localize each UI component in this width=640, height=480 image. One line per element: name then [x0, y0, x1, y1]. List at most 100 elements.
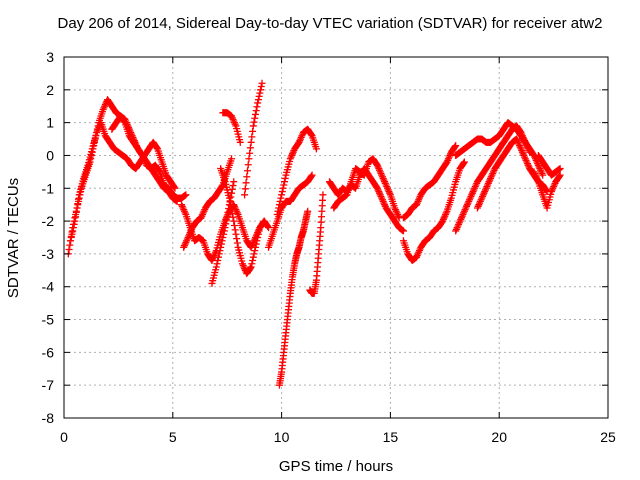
data-point-plus	[227, 202, 235, 210]
data-point-plus	[481, 186, 489, 194]
data-point-plus	[374, 186, 382, 194]
data-point-plus	[376, 189, 384, 197]
data-point-plus	[230, 221, 238, 229]
data-point-plus	[376, 166, 384, 174]
data-point-plus	[439, 217, 447, 225]
data-point-plus	[127, 130, 135, 138]
data-series	[180, 155, 236, 251]
data-point-plus	[536, 165, 544, 173]
data-point-plus	[131, 138, 139, 146]
data-point-plus	[383, 183, 391, 191]
data-point-plus	[128, 132, 136, 140]
data-point-plus	[125, 125, 133, 133]
data-point-plus	[480, 189, 488, 197]
data-point-plus	[280, 181, 288, 189]
data-point-plus	[394, 212, 402, 220]
data-point-plus	[307, 131, 315, 139]
data-point-plus	[127, 128, 135, 136]
data-point-plus	[245, 155, 253, 163]
data-point-plus	[122, 117, 130, 125]
data-point-plus	[253, 237, 261, 245]
data-point-plus	[187, 227, 195, 235]
data-point-plus	[482, 184, 490, 192]
x-tick-label: 0	[60, 429, 68, 445]
data-point-plus	[517, 145, 525, 153]
data-point-plus	[246, 144, 254, 152]
data-point-plus	[228, 114, 236, 122]
data-point-plus	[375, 165, 383, 173]
data-point-plus	[442, 209, 450, 217]
data-point-plus	[230, 178, 238, 186]
data-point-plus	[378, 196, 386, 204]
data-point-plus	[415, 196, 423, 204]
data-point-plus	[93, 127, 101, 135]
x-tick-label: 20	[491, 429, 507, 445]
data-point-plus	[222, 216, 230, 224]
data-point-plus	[391, 204, 399, 212]
data-point-plus	[415, 248, 423, 256]
data-point-plus	[265, 224, 273, 232]
data-point-plus	[414, 197, 422, 205]
data-point-plus	[413, 253, 421, 261]
data-point-plus	[67, 237, 75, 245]
data-point-plus	[413, 201, 421, 209]
data-point-plus	[513, 137, 521, 145]
data-point-plus	[153, 144, 161, 152]
data-point-plus	[489, 170, 497, 178]
data-point-plus	[222, 220, 230, 228]
data-point-plus	[229, 213, 237, 221]
data-point-plus	[221, 224, 229, 232]
data-point-plus	[486, 176, 494, 184]
data-point-plus	[556, 171, 564, 179]
data-point-plus	[276, 197, 284, 205]
data-point-plus	[239, 261, 247, 269]
y-tick-label: -3	[42, 246, 55, 262]
data-point-plus	[539, 171, 547, 179]
y-tick-label: -7	[42, 377, 55, 393]
data-point-plus	[250, 250, 258, 258]
data-point-plus	[381, 201, 389, 209]
data-point-plus	[453, 224, 461, 232]
data-point-plus	[378, 194, 386, 202]
data-point-plus	[217, 243, 225, 251]
data-series	[330, 155, 403, 222]
data-point-plus	[178, 201, 186, 209]
data-point-plus	[555, 172, 563, 180]
data-point-plus	[72, 208, 80, 216]
data-point-plus	[254, 230, 262, 238]
data-point-plus	[249, 122, 257, 130]
data-point-plus	[466, 194, 474, 202]
data-point-plus	[173, 197, 181, 205]
data-series	[399, 158, 468, 264]
data-point-plus	[171, 184, 179, 192]
data-point-plus	[230, 117, 238, 125]
data-point-plus	[274, 207, 282, 215]
data-point-plus	[520, 151, 528, 159]
data-point-plus	[307, 172, 315, 180]
data-point-plus	[254, 96, 262, 104]
data-point-plus	[213, 260, 221, 268]
data-point-plus	[229, 115, 237, 123]
data-point-plus	[250, 118, 258, 126]
data-point-plus	[100, 104, 108, 112]
data-point-plus	[216, 247, 224, 255]
data-point-plus	[473, 204, 481, 212]
data-point-plus	[278, 188, 286, 196]
data-point-plus	[251, 110, 259, 118]
data-point-plus	[442, 211, 450, 219]
data-point-plus	[384, 186, 392, 194]
data-series	[217, 165, 273, 278]
data-point-plus	[381, 179, 389, 187]
data-point-plus	[376, 191, 384, 199]
data-point-plus	[129, 133, 137, 141]
data-point-plus	[522, 156, 530, 164]
data-point-plus	[485, 178, 493, 186]
data-point-plus	[281, 178, 289, 186]
data-point-plus	[74, 200, 82, 208]
data-point-plus	[444, 155, 452, 163]
data-point-plus	[251, 243, 259, 251]
data-point-plus	[465, 196, 473, 204]
data-point-plus	[212, 263, 220, 271]
data-series	[452, 119, 547, 179]
